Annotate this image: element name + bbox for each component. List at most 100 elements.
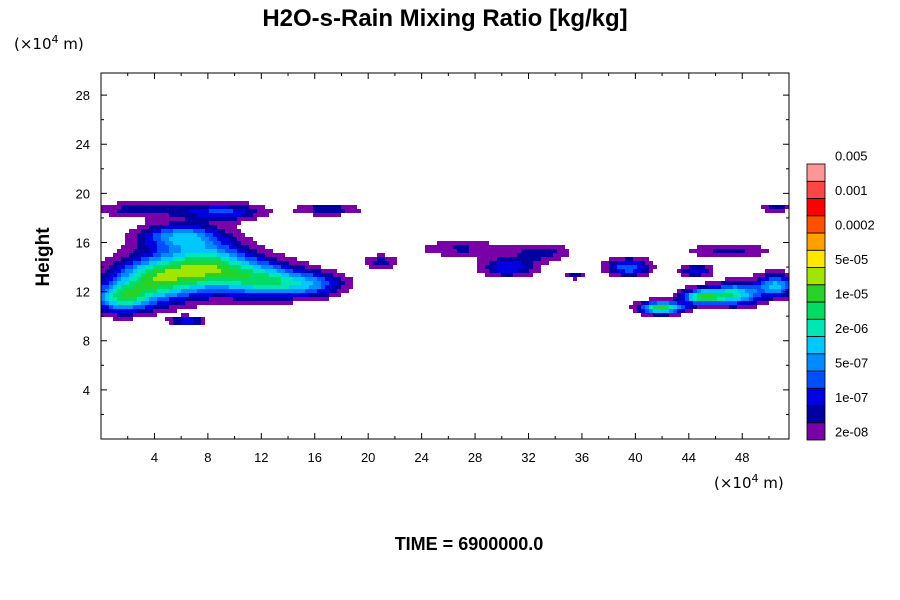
field-cell <box>681 269 689 273</box>
field-cell <box>293 209 313 213</box>
colorbar-swatch <box>806 318 826 337</box>
field-cell <box>633 269 641 273</box>
field-cell <box>177 293 189 297</box>
field-cell <box>173 229 193 233</box>
field-cell <box>153 233 161 237</box>
field-cell <box>237 253 245 257</box>
field-cell <box>293 269 305 273</box>
field-cell <box>517 253 553 257</box>
field-cell <box>321 269 337 273</box>
field-cell <box>369 265 393 269</box>
field-cell <box>373 261 389 265</box>
field-cell <box>181 317 193 321</box>
field-cell <box>125 265 133 269</box>
field-cell <box>229 205 249 209</box>
field-cell <box>217 229 225 233</box>
field-cell <box>341 277 353 281</box>
field-cell <box>153 229 161 233</box>
field-cell <box>761 277 769 281</box>
field-cell <box>681 289 689 293</box>
field-cell <box>781 289 785 293</box>
field-cell <box>757 301 769 305</box>
field-cell <box>105 289 109 293</box>
field-cell <box>497 261 521 265</box>
field-cell <box>617 269 625 273</box>
colorbar-label: 1e-05 <box>835 286 868 301</box>
field-cell <box>237 257 245 261</box>
field-cell <box>173 321 181 325</box>
field-cell <box>113 289 117 293</box>
field-cell <box>165 269 221 273</box>
field-cell <box>177 277 205 281</box>
field-cell <box>737 305 757 309</box>
field-cell <box>117 281 125 285</box>
field-cell <box>705 269 709 273</box>
field-cell <box>425 245 453 249</box>
field-cell <box>617 261 641 265</box>
field-cell <box>153 277 177 281</box>
field-cell <box>181 261 221 265</box>
field-cell <box>157 261 169 265</box>
field-cell <box>713 293 733 297</box>
field-cell <box>245 289 305 293</box>
field-cell <box>477 269 489 273</box>
field-cell <box>677 301 693 305</box>
field-cell <box>753 297 761 301</box>
field-cell <box>241 241 257 245</box>
field-cell <box>329 293 341 297</box>
field-cell <box>653 305 657 309</box>
field-cell <box>721 285 733 289</box>
x-tick-label: 12 <box>254 450 268 465</box>
field-cell <box>321 281 329 285</box>
field-cell <box>105 269 113 273</box>
field-cell <box>129 273 133 277</box>
field-cell <box>185 301 293 305</box>
field-cell <box>137 225 149 229</box>
field-cell <box>201 225 217 229</box>
field-cell <box>113 277 117 281</box>
field-cell <box>133 273 141 277</box>
field-cell <box>217 245 229 249</box>
field-cell <box>173 253 185 257</box>
field-cell <box>105 301 109 305</box>
field-cell <box>109 213 169 217</box>
field-cell <box>161 237 169 241</box>
field-cell <box>781 285 785 289</box>
field-cell <box>557 249 569 253</box>
field-cell <box>113 317 133 321</box>
field-cell <box>225 249 237 253</box>
field-cell <box>725 277 757 281</box>
field-cell <box>697 245 761 249</box>
field-cell <box>725 297 741 301</box>
field-cell <box>489 269 497 273</box>
colorbar: 2e-08 1e-07 5e-07 2e-06 1e-05 5e-05 0.0002 0.00… <box>806 148 875 441</box>
field-cell <box>113 269 121 273</box>
field-cell <box>601 269 609 273</box>
field-cell <box>141 277 153 281</box>
x-tick-label: 20 <box>361 450 375 465</box>
field-cell <box>325 277 333 281</box>
field-cell <box>289 265 305 269</box>
field-cell <box>185 253 217 257</box>
field-cell <box>145 273 157 277</box>
field-cell <box>217 225 237 229</box>
field-cell <box>137 237 145 241</box>
field-cell <box>497 269 517 273</box>
field-cell <box>689 297 693 301</box>
field-cell <box>649 269 653 273</box>
field-cell <box>265 253 285 257</box>
field-cell <box>717 297 725 301</box>
field-cell <box>209 297 233 301</box>
field-cell <box>125 269 133 273</box>
field-cell <box>229 245 237 249</box>
colorbar-swatch <box>806 301 826 320</box>
field-cell <box>205 245 217 249</box>
field-cell <box>109 301 117 305</box>
field-cell <box>669 305 673 309</box>
field-cell <box>457 249 469 253</box>
field-cell <box>689 289 693 293</box>
field-cell <box>141 281 177 285</box>
field-cell <box>237 237 253 241</box>
field-cell <box>169 237 201 241</box>
field-cell <box>229 237 237 241</box>
